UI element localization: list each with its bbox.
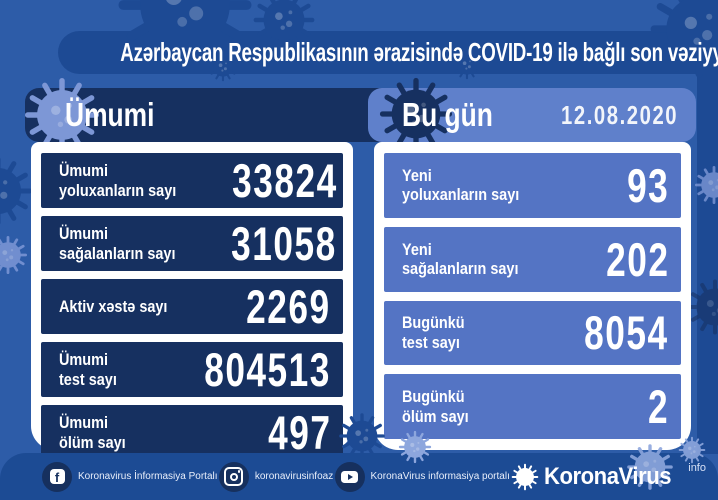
koronavirus-brand: KoronaVirus info (511, 461, 706, 491)
stat-row-today-tests: Bugünkü test sayı 8054 (384, 300, 681, 366)
youtube-icon (334, 461, 365, 492)
youtube-label: KoronaVirus informasiya portalı (370, 471, 510, 482)
stat-label: Ümumi sağalanların sayı (59, 223, 176, 263)
stat-row-total-deaths: Ümumi ölüm sayı 497 (41, 405, 343, 460)
stat-value: 804513 (204, 343, 331, 396)
today-panel-body: Yeni yoluxanların sayı 93 Yeni sağalanla… (374, 142, 691, 450)
footer: f Koronavirus İnformasiya Portalı korona… (0, 453, 718, 500)
stat-value: 2 (647, 380, 669, 434)
stat-value: 2269 (246, 280, 331, 333)
page-title: Azərbaycan Respublikasının ərazisində CO… (0, 30, 718, 74)
instagram-link[interactable]: koronavirusinfoaz (218, 461, 334, 492)
stat-row-today-deaths: Bugünkü ölüm sayı 2 (384, 374, 681, 439)
stat-value: 33824 (232, 154, 338, 207)
facebook-label: Koronavirus İnformasiya Portalı (78, 471, 218, 482)
stat-row-new-infected: Yeni yoluxanların sayı 93 (384, 153, 681, 218)
page-title-text: Azərbaycan Respublikasının ərazisində CO… (120, 37, 718, 67)
stat-label: Aktiv xəstə sayı (59, 296, 168, 316)
instagram-icon (218, 461, 249, 492)
facebook-link[interactable]: f Koronavirus İnformasiya Portalı (42, 461, 218, 492)
today-panel-title: Bu gün (402, 96, 493, 133)
stat-row-total-infected: Ümumi yoluxanların sayı 33824 (41, 153, 343, 208)
stat-value: 93 (626, 158, 669, 212)
report-date: 12.08.2020 (560, 99, 678, 130)
today-panel-header: Bu gün 12.08.2020 (368, 88, 696, 142)
stat-label: Bugünkü ölüm sayı (402, 387, 469, 426)
stat-label: Ümumi yoluxanların sayı (59, 160, 177, 200)
stat-row-active: Aktiv xəstə sayı 2269 (41, 279, 343, 334)
stat-label: Yeni yoluxanların sayı (402, 165, 520, 205)
instagram-label: koronavirusinfoaz (254, 471, 334, 482)
right-edge-band (697, 74, 718, 454)
stat-label: Bugünkü test sayı (402, 313, 465, 352)
total-panel-header: Ümumi (25, 88, 395, 142)
stat-value: 202 (605, 232, 669, 286)
stat-label: Ümumi ölüm sayı (59, 412, 126, 452)
stat-label: Yeni sağalanların sayı (402, 239, 519, 279)
brand-name: KoronaVirus (544, 462, 672, 490)
stat-value: 8054 (584, 306, 669, 360)
stat-value: 31058 (231, 217, 337, 270)
facebook-icon: f (42, 461, 72, 492)
stat-row-total-tests: Ümumi test sayı 804513 (41, 342, 343, 397)
brand-suffix: info (688, 461, 706, 474)
stat-label: Ümumi test sayı (59, 349, 117, 389)
virus-icon (0, 155, 34, 227)
youtube-link[interactable]: KoronaVirus informasiya portalı (334, 461, 510, 492)
total-panel-body: Ümumi yoluxanların sayı 33824 Ümumi sağa… (31, 142, 353, 460)
stat-row-total-recovered: Ümumi sağalanların sayı 31058 (41, 216, 343, 271)
stat-value: 497 (267, 406, 331, 459)
virus-icon (0, 235, 28, 275)
virus-icon (511, 463, 539, 490)
total-panel-title: Ümumi (65, 96, 155, 133)
stat-row-new-recovered: Yeni sağalanların sayı 202 (384, 226, 681, 292)
